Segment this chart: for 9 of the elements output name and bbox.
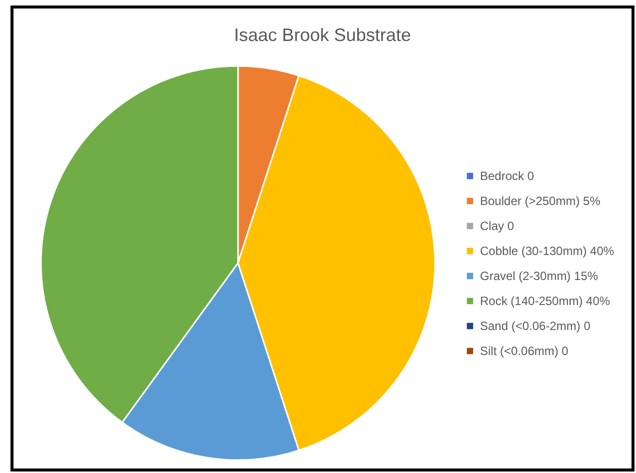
- legend-label: Gravel (2-30mm) 15%: [480, 269, 598, 283]
- legend-label: Clay 0: [480, 219, 514, 233]
- legend-label: Sand (<0.06-2mm) 0: [480, 319, 591, 333]
- legend-label: Cobble (30-130mm) 40%: [480, 244, 614, 258]
- chart-title: Isaac Brook Substrate: [234, 25, 412, 45]
- legend-label: Bedrock 0: [480, 169, 534, 183]
- legend-label: Boulder (>250mm) 5%: [480, 194, 601, 208]
- legend-label: Silt (<0.06mm) 0: [480, 344, 569, 358]
- legend-label: Rock (140-250mm) 40%: [480, 294, 610, 308]
